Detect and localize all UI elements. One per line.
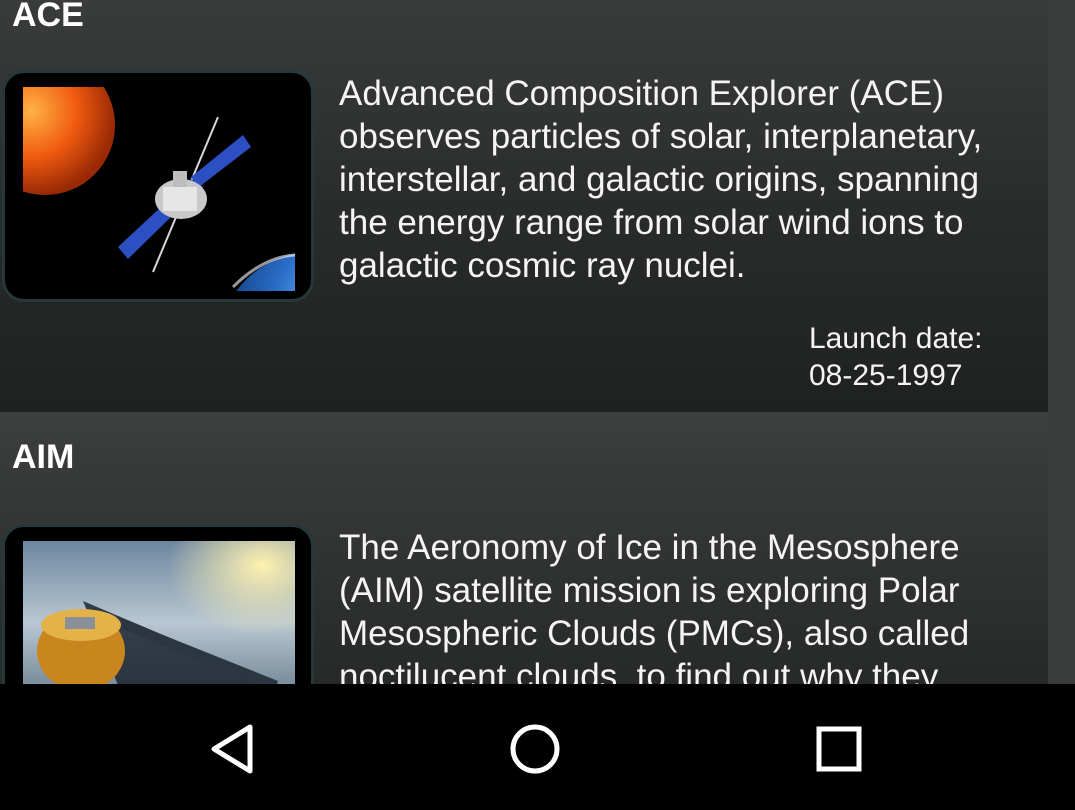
mission-title: AIM xyxy=(12,438,75,476)
mission-thumbnail-ace[interactable] xyxy=(2,70,314,302)
mission-card-aim[interactable]: AIM xyxy=(0,412,1048,684)
recents-square-icon xyxy=(816,726,862,772)
mission-description: Advanced Composition Explorer (ACE) obse… xyxy=(339,74,983,285)
launch-info: Launch date: 08-25-1997 xyxy=(809,320,982,394)
back-button[interactable] xyxy=(197,714,267,784)
mission-description: The Aeronomy of Ice in the Mesosphere (A… xyxy=(339,528,970,684)
aim-satellite-image xyxy=(23,541,295,684)
home-circle-icon xyxy=(510,724,560,774)
recents-button[interactable] xyxy=(804,714,874,784)
mission-thumbnail-aim[interactable] xyxy=(2,524,314,684)
scrollbar-track[interactable] xyxy=(1048,0,1075,684)
back-triangle-icon xyxy=(211,724,253,774)
mission-list[interactable]: ACE xyxy=(0,0,1048,684)
mission-title: ACE xyxy=(12,0,84,34)
navigation-bar xyxy=(0,684,1075,810)
home-button[interactable] xyxy=(500,714,570,784)
launch-date: 08-25-1997 xyxy=(809,359,963,392)
ace-satellite-image xyxy=(23,87,295,291)
mission-card-ace[interactable]: ACE xyxy=(0,0,1048,412)
launch-label: Launch date: xyxy=(809,322,983,355)
